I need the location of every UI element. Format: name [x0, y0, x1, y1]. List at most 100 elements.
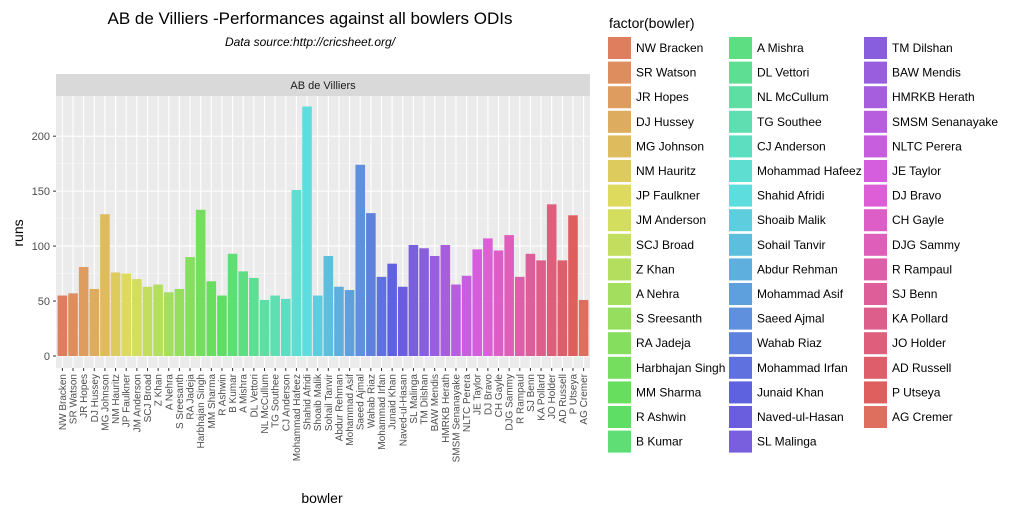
- legend-label: JO Holder: [892, 336, 946, 350]
- x-tick-label: TG Southee: [271, 374, 282, 428]
- legend-swatch: [608, 135, 631, 158]
- bar: [174, 288, 185, 356]
- bar: [153, 284, 163, 356]
- legend-label: Sohail Tanvir: [757, 238, 825, 252]
- x-tick-label: CH Gayle: [494, 374, 505, 418]
- legend-swatch: [729, 160, 752, 182]
- x-tick-label: Sohail Tanvir: [324, 373, 335, 431]
- x-tick-label: Junaid Khan: [388, 374, 399, 430]
- x-tick-label: A Nehra: [164, 374, 175, 411]
- legend-swatch: [608, 160, 631, 182]
- legend-swatch: [608, 381, 631, 404]
- x-tick-label: JE Taylor: [473, 373, 484, 415]
- bar: [376, 276, 387, 356]
- bar: [312, 295, 323, 356]
- legend-swatch: [729, 332, 752, 355]
- legend-label: Mohammad Hafeez: [757, 164, 862, 178]
- bar: [568, 215, 578, 356]
- legend-label: SJ Benn: [892, 287, 937, 301]
- x-tick-label: KA Pollard: [537, 374, 548, 421]
- legend-swatch: [729, 381, 752, 404]
- bar: [397, 286, 408, 356]
- bar: [259, 299, 270, 356]
- bar: [525, 253, 536, 356]
- legend-swatch: [608, 356, 631, 379]
- x-tick-label: TM Dilshan: [420, 374, 431, 425]
- legend-label: HMRKB Herath: [892, 90, 975, 104]
- legend-swatch: [729, 209, 752, 232]
- chart-subtitle: Data source:http://cricsheet.org/: [225, 35, 397, 49]
- legend-label: P Utseya: [892, 385, 941, 399]
- x-tick-label: SJ Benn: [526, 374, 537, 412]
- x-tick-label: RA Jadeja: [186, 374, 197, 420]
- bar: [546, 204, 557, 356]
- legend-swatch: [729, 258, 752, 281]
- legend-swatch: [729, 233, 752, 256]
- x-tick-label: Z Khan: [154, 374, 165, 406]
- y-axis-title: runs: [10, 219, 26, 246]
- x-tick-label: B Kumar: [228, 373, 239, 413]
- x-tick-label: Saeed Ajmal: [356, 374, 367, 430]
- legend-label: Mohammad Irfan: [757, 361, 848, 375]
- legend-swatch: [864, 135, 887, 158]
- legend-swatch: [608, 61, 631, 84]
- x-tick-label: SMSM Senanayake: [451, 374, 462, 463]
- legend-swatch: [608, 86, 631, 109]
- legend-label: DJG Sammy: [892, 238, 960, 252]
- x-tick-label: R Ashwin: [217, 374, 228, 416]
- legend-swatch: [608, 258, 631, 281]
- x-tick-label: SCJ Broad: [143, 374, 154, 422]
- bar: [110, 272, 121, 356]
- bar: [195, 209, 206, 356]
- x-tick-label: MG Johnson: [100, 374, 111, 431]
- legend-label: DJ Bravo: [892, 189, 942, 203]
- legend-swatch: [608, 307, 631, 330]
- legend-label: B Kumar: [636, 435, 683, 449]
- facet-strip: [56, 74, 590, 96]
- bar: [227, 253, 238, 356]
- bar: [451, 284, 461, 356]
- legend-swatch: [608, 332, 631, 355]
- x-tick-label: Mohammad Asif: [345, 374, 356, 446]
- chart-title: AB de Villiers -Performances against all…: [107, 9, 512, 28]
- legend-swatch: [864, 86, 887, 109]
- legend-label: Abdur Rehman: [757, 262, 838, 276]
- bar: [536, 260, 546, 356]
- legend-swatch: [864, 381, 887, 404]
- x-tick-label: NW Bracken: [58, 374, 69, 430]
- bar: [57, 295, 68, 356]
- bar: [185, 257, 195, 356]
- legend-label: CJ Anderson: [757, 139, 826, 153]
- legend-swatch: [729, 86, 752, 109]
- legend-swatch: [729, 184, 752, 207]
- x-tick-label: NM Hauritz: [111, 374, 122, 424]
- legend-label: NLTC Perera: [892, 139, 962, 153]
- x-tick-label: Mohammad Irfan: [377, 374, 388, 450]
- bar: [504, 235, 514, 356]
- legend-label: JE Taylor: [892, 164, 941, 178]
- legend-swatch: [864, 406, 887, 428]
- bar: [100, 214, 110, 356]
- legend-label: BAW Mendis: [892, 66, 961, 80]
- y-tick-label: 200: [32, 131, 50, 143]
- y-tick-label: 50: [38, 296, 50, 308]
- bar: [249, 277, 259, 356]
- legend-swatch: [864, 37, 887, 59]
- legend-swatch: [864, 332, 887, 355]
- x-tick-label: Wahab Riaz: [366, 374, 377, 428]
- legend-swatch: [729, 110, 752, 133]
- legend-swatch: [864, 209, 887, 232]
- legend-swatch: [729, 356, 752, 379]
- bar: [483, 238, 493, 356]
- bar: [280, 298, 291, 356]
- bar: [121, 273, 131, 356]
- bar: [163, 292, 174, 356]
- legend-swatch: [608, 233, 631, 256]
- legend-title: factor(bowler): [609, 15, 695, 31]
- bar: [334, 286, 344, 356]
- legend-swatch: [729, 61, 752, 84]
- bar: [132, 279, 142, 356]
- legend-label: A Nehra: [636, 287, 680, 301]
- legend-label: R Rampaul: [892, 262, 952, 276]
- y-tick-label: 0: [44, 351, 50, 363]
